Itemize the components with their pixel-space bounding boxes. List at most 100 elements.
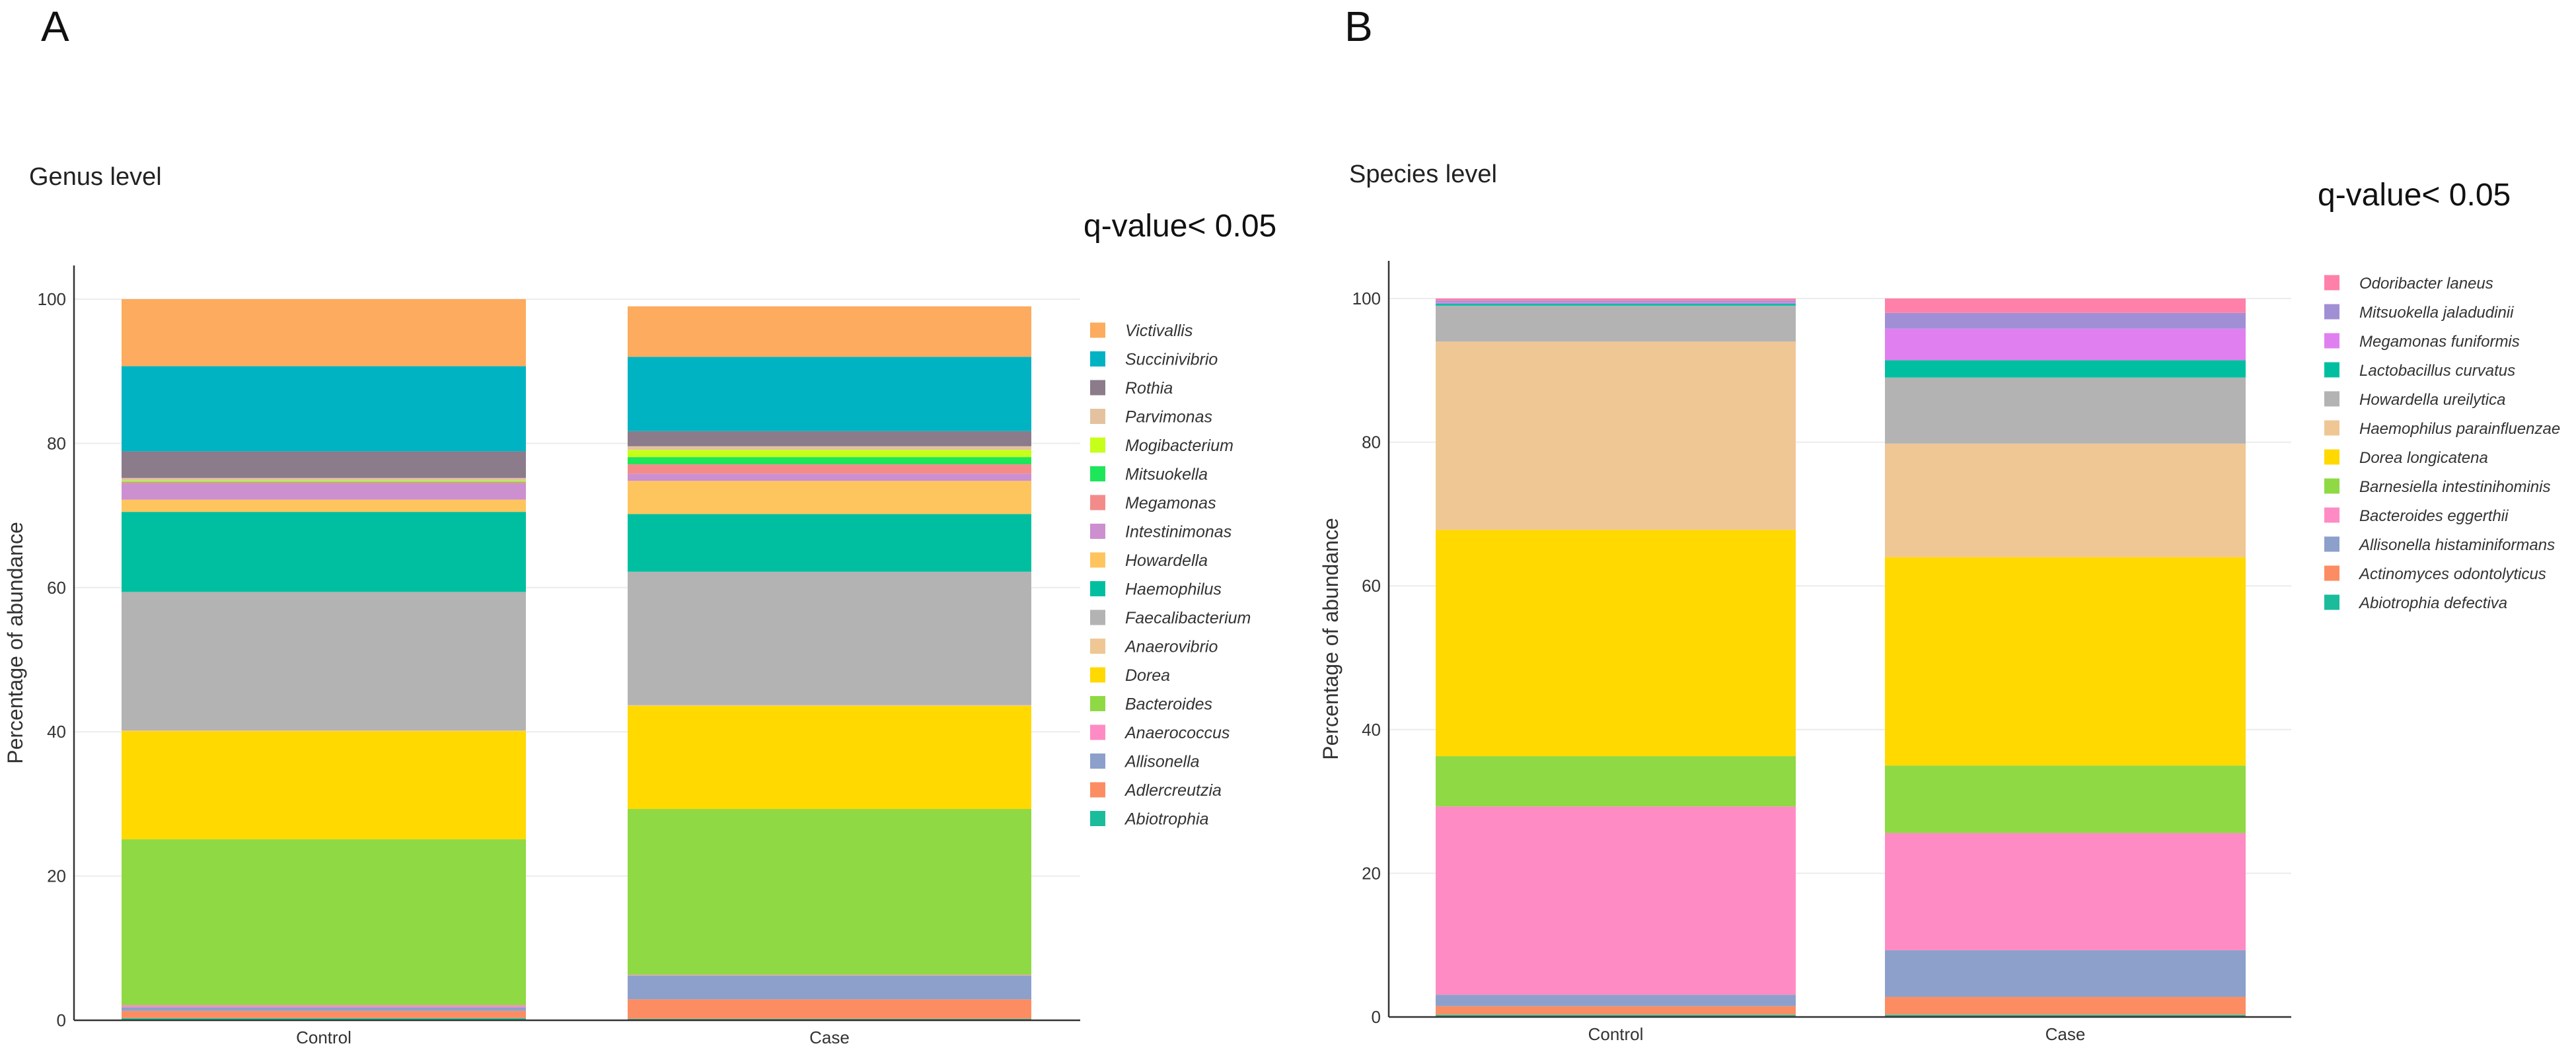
legend-swatch <box>2324 536 2339 552</box>
legend-item: Dorea <box>1090 666 1170 685</box>
segment-odoribacter-laneus-control <box>1436 298 1796 301</box>
segment-anaerovibrio-case <box>628 705 1031 706</box>
legend-label: Victivallis <box>1125 322 1193 340</box>
legend-item: Barnesiella intestinihominis <box>2324 478 2550 496</box>
segment-haemophilus-parainfluenzae-case <box>1885 443 2246 557</box>
legend-swatch <box>1090 380 1105 396</box>
y-tick-label: 100 <box>1352 289 1381 308</box>
legend-label: Dorea <box>1125 666 1170 685</box>
y-tick-label: 0 <box>1372 1007 1381 1027</box>
y-tick-label: 0 <box>57 1010 66 1030</box>
segment-anaerococcus-control <box>122 1005 526 1008</box>
legend-swatch <box>1090 724 1105 740</box>
legend-swatch <box>1090 782 1105 798</box>
legend-label: Howardella ureilytica <box>2359 391 2505 409</box>
segment-adlercreutzia-control <box>122 1010 526 1018</box>
legend-swatch <box>2324 449 2339 465</box>
legend-swatch <box>1090 524 1105 539</box>
legend-label: Megamonas funiformis <box>2359 333 2520 351</box>
segment-howardella-ureilytica-control <box>1436 305 1796 342</box>
segment-odoribacter-laneus-case <box>1885 298 2246 313</box>
legend-item: Adlercreutzia <box>1090 781 1222 800</box>
segment-bacteroides-case <box>628 809 1031 975</box>
legend-item: Anaerovibrio <box>1090 638 1218 656</box>
segment-allisonella-histaminiformans-control <box>1436 995 1796 1006</box>
y-tick-label: 40 <box>47 722 66 742</box>
segment-bacteroides-eggerthii-case <box>1885 833 2246 950</box>
segment-faecalibacterium-control <box>122 592 526 731</box>
legend-label: Anaerovibrio <box>1124 638 1218 656</box>
y-tick-label: 100 <box>38 289 66 309</box>
x-tick-label: Control <box>296 1028 351 1047</box>
legend-label: Odoribacter laneus <box>2359 275 2493 293</box>
legend-label: Dorea longicatena <box>2359 449 2488 467</box>
y-axis-label: Percentage of abundance <box>3 522 27 764</box>
legend-label: Adlercreutzia <box>1124 781 1222 800</box>
legend-label: Intestinimonas <box>1125 523 1232 542</box>
legend-item: Succinivibrio <box>1090 351 1218 369</box>
legend-item: Mogibacterium <box>1090 437 1233 455</box>
panel-a: A Genus level q-value< 0.05 Control Case 0 20 4… <box>3 3 1276 1047</box>
segment-dorea-case <box>628 705 1031 810</box>
y-tick-label: 60 <box>47 578 66 598</box>
panel-letter: B <box>1344 3 1373 50</box>
segment-lactobacillus-curvatus-control <box>1436 303 1796 306</box>
legend-swatch <box>2324 275 2339 291</box>
legend-label: Haemophilus <box>1125 580 1222 599</box>
legend-label: Barnesiella intestinihominis <box>2359 478 2550 496</box>
legend-label: Mitsuokella <box>1125 466 1208 484</box>
segment-succinivibrio-control <box>122 366 526 452</box>
segment-megamonas-control <box>122 482 526 484</box>
segment-howardella-case <box>628 481 1031 514</box>
q-value-annotation: q-value< 0.05 <box>2318 178 2511 213</box>
legend-label: Abiotrophia <box>1124 810 1209 829</box>
y-tick-label: 60 <box>1362 576 1381 596</box>
segment-howardella-ureilytica-case <box>1885 377 2246 444</box>
legend-label: Rothia <box>1125 379 1173 398</box>
legend-swatch <box>1090 466 1105 481</box>
legend-swatch <box>1090 753 1105 769</box>
legend-label: Howardella <box>1125 551 1208 570</box>
legend-item: Victivallis <box>1090 322 1193 340</box>
segment-bacteroides-control <box>122 839 526 1006</box>
legend-label: Parvimonas <box>1125 408 1212 427</box>
legend-item: Abiotrophia defectiva <box>2324 594 2507 612</box>
legend-item: Odoribacter laneus <box>2324 275 2493 293</box>
legend-swatch <box>2324 333 2339 349</box>
legend-label: Abiotrophia defectiva <box>2358 594 2507 612</box>
legend-label: Actinomyces odontolyticus <box>2358 565 2546 583</box>
legend: Victivallis Succinivibrio Rothia Parvimonas… <box>1090 322 1251 829</box>
segment-intestinimonas-control <box>122 483 526 500</box>
bar-control <box>1436 298 1796 1017</box>
chart-title: Genus level <box>29 163 162 191</box>
segment-dorea-longicatena-control <box>1436 530 1796 757</box>
legend-swatch <box>2324 304 2339 320</box>
legend-label: Faecalibacterium <box>1125 609 1251 627</box>
legend-label: Bacteroides eggerthii <box>2359 507 2509 525</box>
legend-swatch <box>1090 437 1105 453</box>
legend-item: Bacteroides eggerthii <box>2324 507 2509 525</box>
segment-anaerovibrio-control <box>122 730 526 732</box>
segment-dorea-control <box>122 731 526 839</box>
legend-label: Allisonella histaminiformans <box>2358 536 2555 554</box>
y-axis-label: Percentage of abundance <box>1319 518 1343 760</box>
segment-parvimonas-case <box>628 446 1031 450</box>
legend-swatch <box>1090 351 1105 367</box>
segment-haemophilus-control <box>122 512 526 592</box>
panel-b: B Species level q-value< 0.05 Control Case 0 2… <box>1319 3 2560 1044</box>
segment-bacteroides-eggerthii-control <box>1436 806 1796 995</box>
segment-haemophilus-case <box>628 514 1031 572</box>
segment-barnesiella-intestinihominis-case <box>1885 765 2246 833</box>
legend-swatch <box>2324 594 2339 610</box>
legend-swatch <box>1090 639 1105 654</box>
legend-swatch <box>2324 362 2339 378</box>
bar-case <box>628 306 1031 1020</box>
legend-item: Anaerococcus <box>1090 724 1230 742</box>
segment-faecalibacterium-case <box>628 571 1031 705</box>
segment-succinivibrio-case <box>628 357 1031 431</box>
legend-swatch <box>1090 322 1105 338</box>
y-tick-label: 80 <box>47 433 66 453</box>
legend-label: Megamonas <box>1125 494 1216 512</box>
legend-swatch <box>2324 565 2339 581</box>
legend-item: Bacteroides <box>1090 695 1212 714</box>
